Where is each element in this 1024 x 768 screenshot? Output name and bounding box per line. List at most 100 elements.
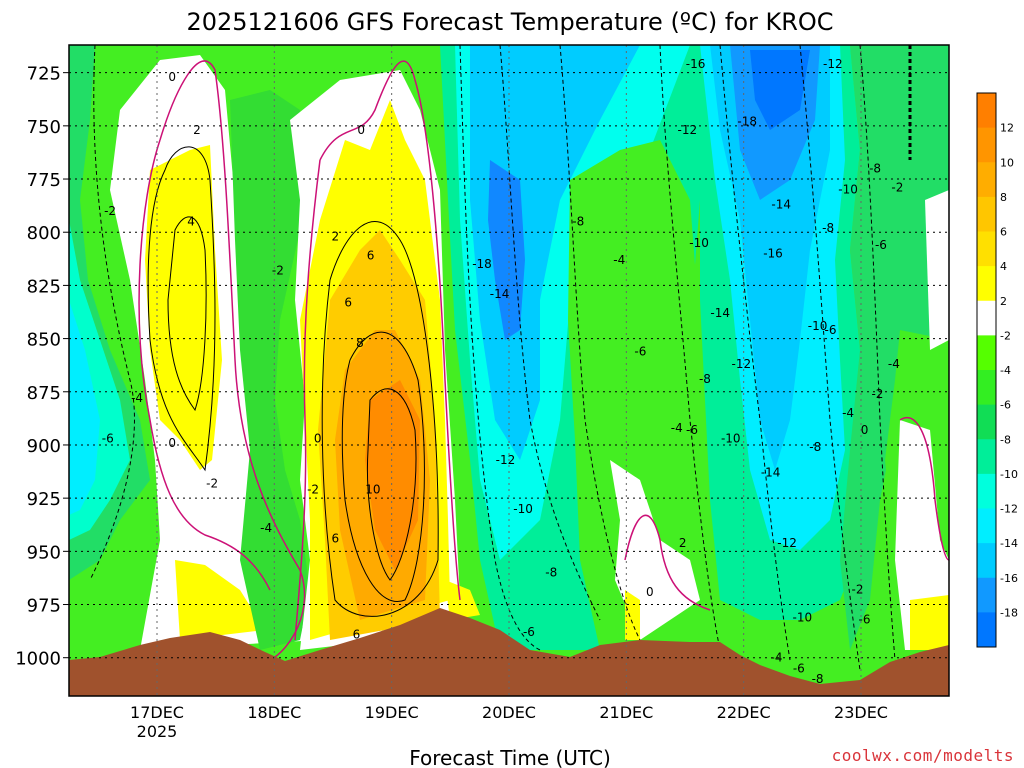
y-tick-label-900: 900: [27, 436, 61, 457]
colorbar-swatch-15: [977, 612, 996, 648]
contour-label-20: 6: [353, 627, 361, 641]
contour-label-48: -10: [808, 319, 828, 333]
y-tick-label-725: 725: [27, 64, 61, 85]
colorbar-swatch-1: [977, 127, 996, 163]
y-tick-label-1000: 1000: [15, 649, 61, 670]
x-tick-label-18DEC: 18DEC: [247, 703, 301, 722]
contour-label-51: -8: [822, 221, 834, 235]
contour-label-25: -8: [545, 566, 557, 580]
colorbar-swatch-7: [977, 335, 996, 371]
contour-label-19: 10: [365, 483, 380, 497]
y-tick-label-975: 975: [27, 596, 61, 617]
y-tick-label-950: 950: [27, 542, 61, 563]
field-right-edge: [840, 45, 949, 650]
cold-contour-3: [499, 45, 601, 621]
warm-contour-2: [167, 216, 207, 412]
contour-label-44: -14: [761, 466, 781, 480]
colorbar-swatch-14: [977, 577, 996, 613]
contour-label-15: 6: [344, 295, 352, 309]
colorbar-label--16: -16: [1000, 572, 1018, 585]
warm-contours: [147, 146, 439, 617]
contour-label-2: 4: [187, 215, 195, 229]
contour-label-23: -12: [496, 453, 516, 467]
pressure-gridlines: [69, 72, 949, 659]
plot-frame: [68, 44, 950, 697]
cold-contour-5: [659, 45, 721, 651]
colorbar-label-8: 8: [1000, 191, 1007, 204]
contour-label-24: -10: [513, 502, 533, 516]
contour-label-37: -8: [699, 372, 711, 386]
warm-contour-4: [341, 331, 425, 602]
contour-label-58: -2: [871, 387, 883, 401]
contour-label-54: -8: [869, 161, 881, 175]
colorbar-swatch-2: [977, 162, 996, 198]
contour-label-42: -14: [771, 198, 791, 212]
colorbar-label-12: 12: [1000, 122, 1014, 135]
contour-label-50: -10: [838, 183, 858, 197]
contour-label-38: -14: [710, 306, 730, 320]
colorbar-swatch-13: [977, 543, 996, 579]
warm-contour-3: [321, 220, 439, 617]
contour-label-22: -14: [490, 287, 510, 301]
colorbar-label--4: -4: [1000, 364, 1011, 377]
y-tick-label-750: 750: [27, 117, 61, 138]
field-yellow-pocket: [625, 590, 640, 640]
colorbar-label-6: 6: [1000, 226, 1007, 239]
chart-title: 2025121606 GFS Forecast Temperature (ºC)…: [186, 8, 833, 36]
contour-label-45: -12: [777, 536, 797, 550]
contour-label-33: 0: [646, 585, 654, 599]
x-tick-label-21DEC: 21DEC: [599, 703, 653, 722]
y-tick-label-775: 775: [27, 170, 61, 191]
colorbar-swatch-3: [977, 196, 996, 232]
field-cold-pocket: [488, 160, 525, 340]
contour-label-12: -2: [307, 483, 319, 497]
contour-label-34: -16: [686, 57, 706, 71]
contour-label-49: -12: [823, 57, 843, 71]
field-right-white-low: [895, 420, 949, 650]
contour-label-16: 6: [367, 249, 375, 263]
colorbar-swatch-6: [977, 300, 996, 336]
contour-label-59: 0: [861, 423, 869, 437]
contour-labels: 024-2-4-6 0-2-2-40-2026686106-18-14-12-10…: [102, 57, 904, 686]
cold-contour-7: [799, 45, 861, 671]
x-tick-label-23DEC: 23DEC: [834, 703, 888, 722]
colorbar-swatch-8: [977, 370, 996, 406]
field-warm-low-a: [175, 560, 265, 640]
colorbar: 12 10 8 6 4 2 -2 -4 -6 -8 -10 -12 -14 -16 -18: [976, 92, 1018, 648]
warm-contour-1: [147, 146, 216, 472]
contour-label-10: -4: [260, 521, 272, 535]
contour-label-55: -6: [875, 238, 887, 252]
contour-label-0: 0: [168, 70, 176, 84]
freezing-line-6: [899, 416, 949, 561]
contour-label-53: -4: [842, 406, 854, 420]
x-tick-label-19DEC: 19DEC: [365, 703, 419, 722]
field-cold-wedge-3: [470, 45, 640, 460]
colorbar-label--18: -18: [1000, 606, 1018, 619]
y-tick-label-825: 825: [27, 276, 61, 297]
field-right-yellow: [910, 595, 949, 650]
contour-label-39: -12: [732, 357, 752, 371]
contour-label-26: -6: [523, 625, 535, 639]
contour-label-30: -4: [671, 421, 683, 435]
contour-label-63: -6: [793, 661, 805, 675]
field-right-white: [925, 190, 949, 350]
contour-label-60: -2: [851, 583, 863, 597]
colorbar-swatch-9: [977, 404, 996, 440]
contour-label-29: -6: [634, 344, 646, 358]
freezing-line-5: [624, 514, 711, 611]
contour-label-3: -2: [104, 204, 116, 218]
cold-contour-1: [89, 45, 135, 581]
colorbar-swatch-10: [977, 439, 996, 475]
contour-label-13: 0: [357, 123, 365, 137]
cold-contour-6: [719, 45, 791, 661]
contour-label-28: -4: [613, 253, 625, 267]
contour-label-11: 0: [314, 432, 322, 446]
contour-label-56: -2: [891, 181, 903, 195]
pressure-axis: 725 750 775 800 825 850 875 900 925 950 975 1000: [15, 64, 69, 670]
contour-label-46: -10: [793, 610, 813, 624]
contour-label-61: -6: [859, 612, 871, 626]
contour-label-27: -8: [572, 215, 584, 229]
colorbar-label--8: -8: [1000, 433, 1011, 446]
